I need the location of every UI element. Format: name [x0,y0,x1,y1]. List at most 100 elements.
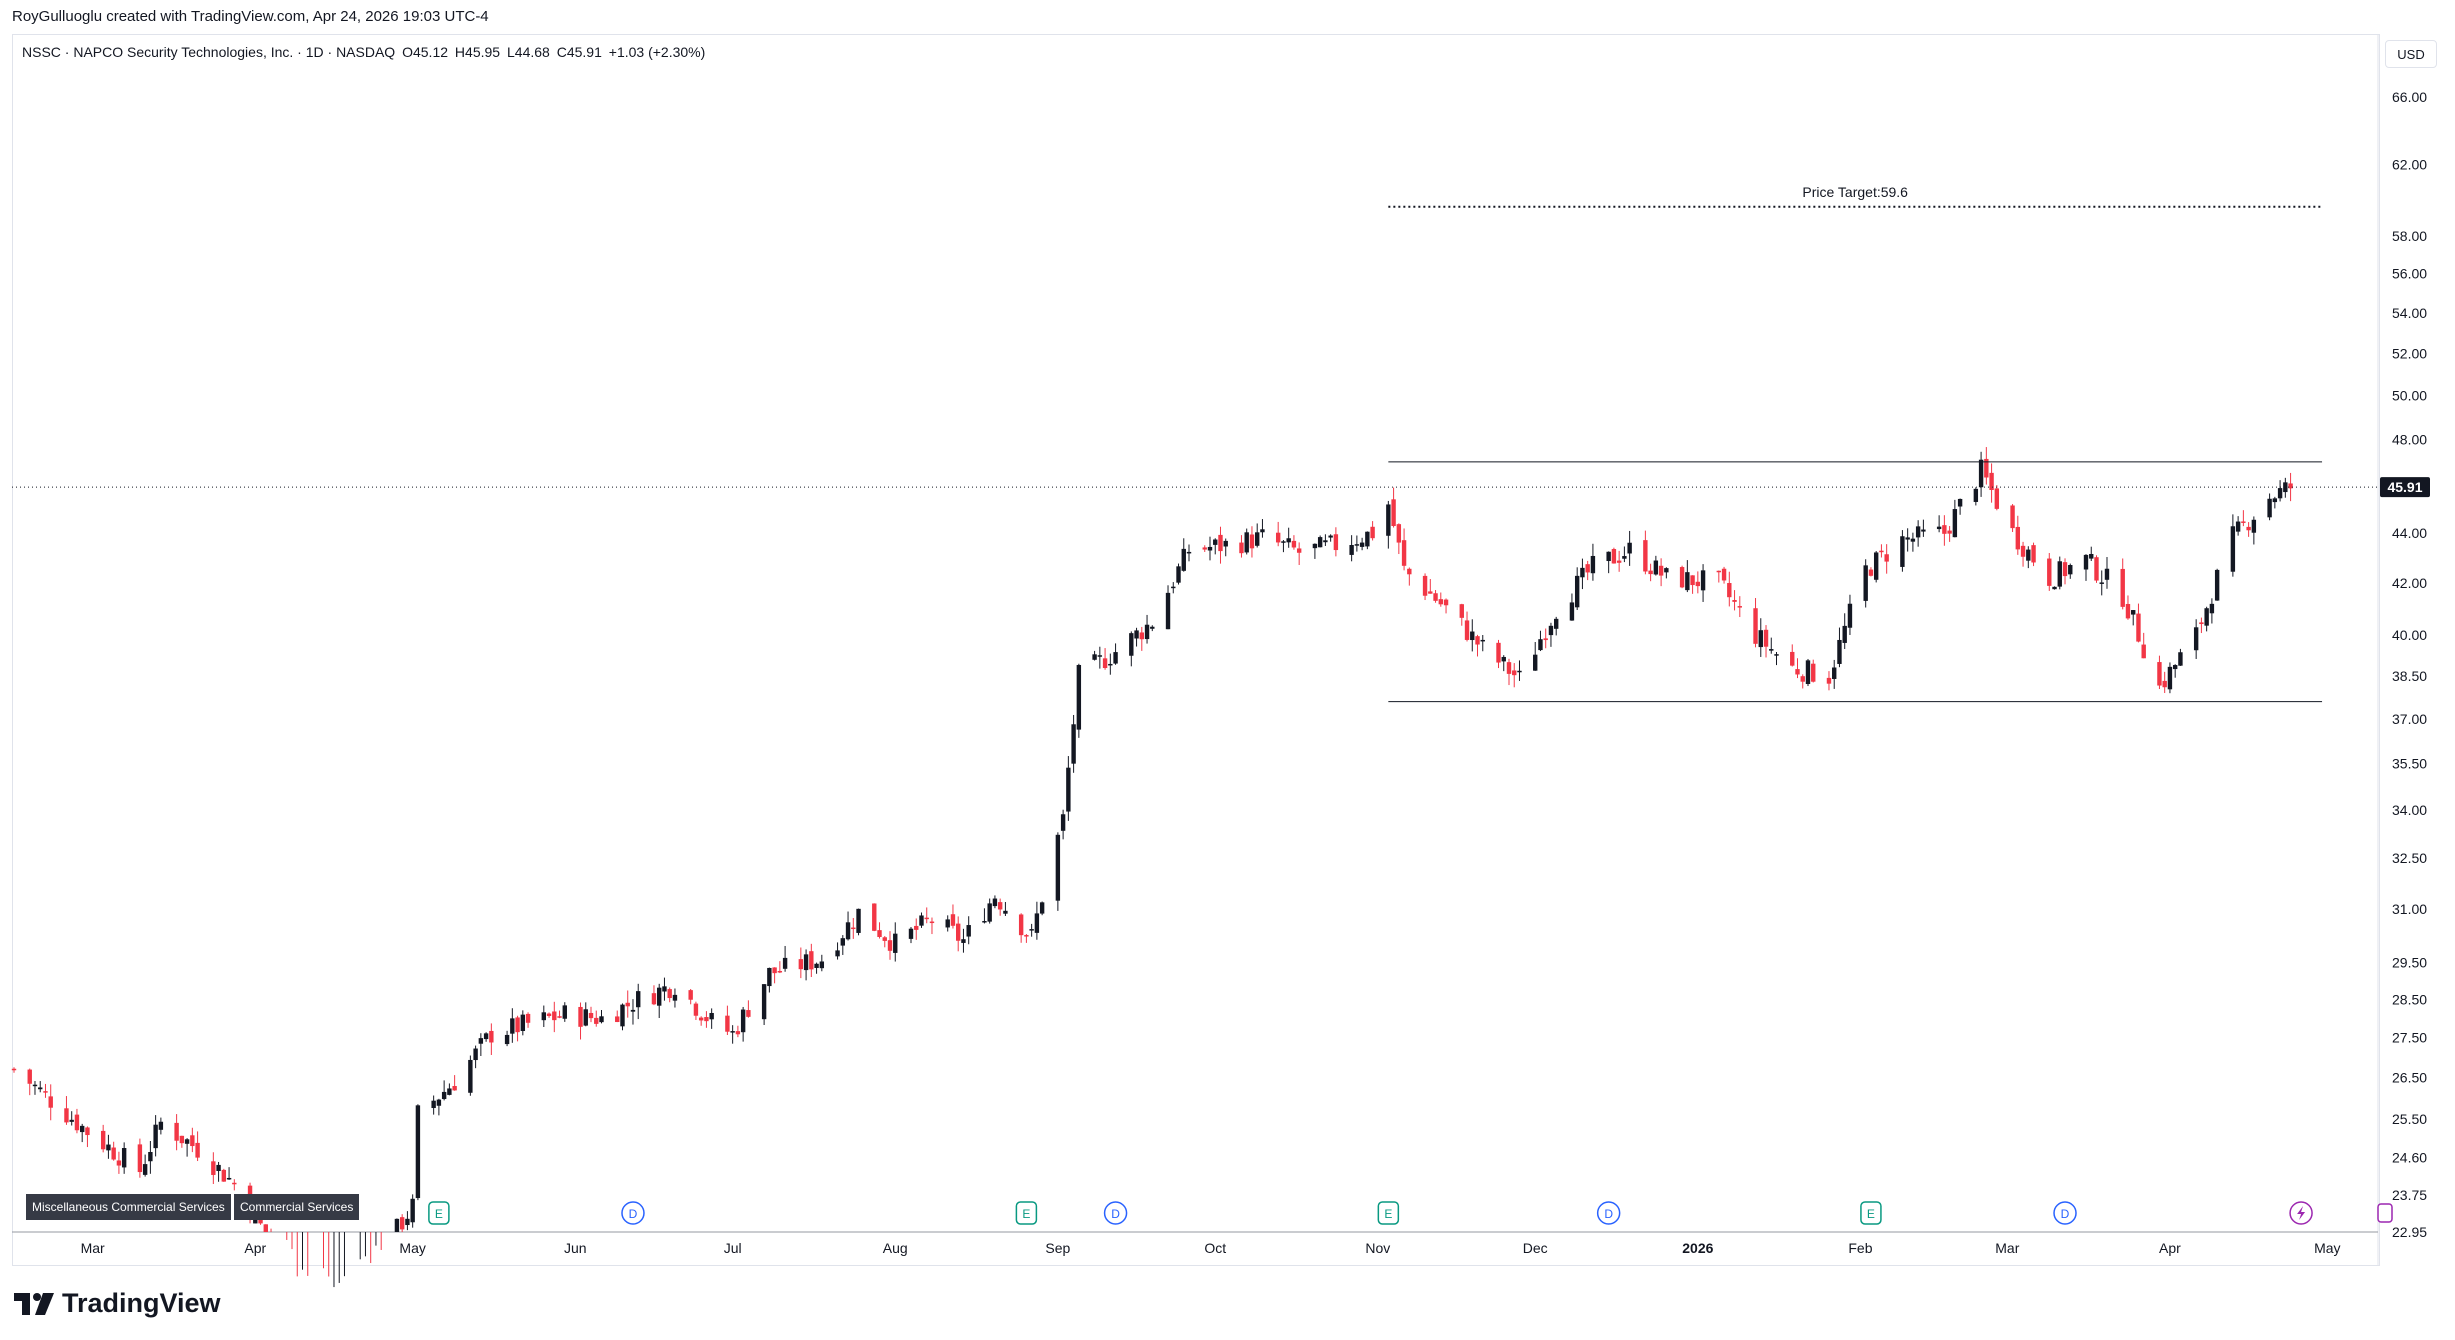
candle-body [64,1108,69,1123]
candle-body [2272,498,2278,503]
candle-body [1984,458,1989,478]
candle-body [2094,557,2099,581]
y-tick-label: 48.00 [2392,431,2427,447]
y-tick-label: 38.50 [2392,668,2427,684]
dividend-marker-icon[interactable] [1596,1201,1621,1225]
candle-body [2031,545,2036,563]
candle-body [1658,565,1664,576]
candle-body [515,1017,520,1033]
candle-body [504,1034,510,1045]
ohlc-close: C45.91 [556,44,602,60]
dividend-marker-icon[interactable] [621,1201,645,1225]
candle-body [1790,651,1795,666]
tradingview-logo[interactable]: TradingView [14,1288,221,1319]
chart-credit: RoyGulluoglu created with TradingView.co… [12,8,489,25]
candle-body [615,1016,620,1023]
x-tick-label: Dec [1523,1240,1548,1256]
candle-body [399,1217,405,1230]
x-tick-label: Feb [1848,1240,1872,1256]
candle-body [190,1135,195,1147]
dividend-marker-icon[interactable] [2053,1201,2077,1225]
candle-body [2209,603,2215,614]
candle-body [1921,529,1926,532]
candle-body [1653,560,1659,575]
y-tick-label: 62.00 [2392,156,2427,172]
candle-body [740,1009,746,1033]
candle-body [1978,459,1984,488]
candle-body [798,959,804,970]
candle-body [2235,521,2241,532]
sector-tag-sector[interactable]: Commercial Services [234,1194,360,1220]
symbol-name[interactable]: NSSC · NAPCO Security Technologies, Inc.… [22,44,396,60]
y-tick-label: 34.00 [2392,802,2427,818]
candle-body [1202,547,1207,550]
candle-body [2068,565,2073,575]
candle-body [1664,568,1669,573]
earnings-marker-icon[interactable] [1860,1201,1882,1225]
x-tick-label: Jul [724,1240,742,1256]
candle-body [772,967,777,974]
last-price-tag [2380,477,2430,498]
candle-body [1076,664,1082,730]
candle-body [1952,509,1958,538]
earnings-marker-icon[interactable] [1377,1201,1400,1225]
x-tick-label: Mar [1995,1240,2019,1256]
candle-body [394,1218,400,1232]
candle-body [38,1087,43,1090]
candle-body [546,1013,552,1017]
candle-body [1947,530,1952,534]
candle-body [1826,677,1832,684]
candle-body [562,1005,567,1019]
y-tick-label: 26.50 [2392,1069,2427,1085]
upcoming-event-icon[interactable] [2377,1203,2393,1223]
candle-body [1401,540,1407,566]
earnings-marker-icon[interactable] [1015,1201,1038,1225]
candle-body [1181,548,1186,571]
candle-body [1795,669,1800,675]
candle-body [2267,498,2272,518]
dividend-marker-glyph: D [2061,1207,2070,1221]
candle-body [735,1031,741,1035]
candle-body [2120,568,2125,607]
candle-body [1396,524,1402,543]
candle-body [2104,568,2110,580]
dividend-marker-icon[interactable] [1103,1201,1128,1225]
candle-body [662,986,667,992]
candle-body [1281,541,1286,543]
candle-body [510,1018,515,1034]
candle-body [2172,665,2178,670]
candle-body [1092,654,1097,660]
price-target-label[interactable]: Price Target:59.6 [1802,184,1908,200]
x-tick-label: Nov [1365,1240,1390,1256]
symbol-info-line: NSSC · NAPCO Security Technologies, Inc.… [22,44,708,60]
candle-body [525,1013,531,1023]
candle-body [1690,575,1695,586]
x-tick-label: Apr [2159,1240,2181,1256]
candle-body [1433,593,1438,601]
x-tick-label: Mar [81,1240,105,1256]
candle-body [1695,581,1701,587]
candle-body [1129,633,1134,656]
candle-body [1359,542,1365,547]
earnings-marker-glyph: E [1022,1207,1030,1221]
earnings-marker-icon[interactable] [428,1201,450,1225]
candle-body [620,1004,625,1027]
candle-body [2026,549,2031,561]
ohlc-low: L44.68 [506,44,550,60]
candle-body [116,1160,122,1166]
currency-button[interactable]: USD [2385,40,2437,68]
candle-body [1648,570,1653,575]
candle-body [2020,545,2026,557]
candle-body [1774,654,1779,656]
y-tick-label: 58.00 [2392,228,2427,244]
sector-tag-industry[interactable]: Miscellaneous Commercial Services [26,1194,231,1220]
candle-body [27,1069,32,1084]
candle-body [1438,599,1443,605]
candle-body [2131,610,2136,615]
candle-body [1842,625,1847,643]
candle-body [1422,575,1428,596]
ohlc-change: +1.03 (+2.30%) [608,44,706,60]
candle-body [1108,663,1113,666]
candle-body [431,1100,436,1109]
